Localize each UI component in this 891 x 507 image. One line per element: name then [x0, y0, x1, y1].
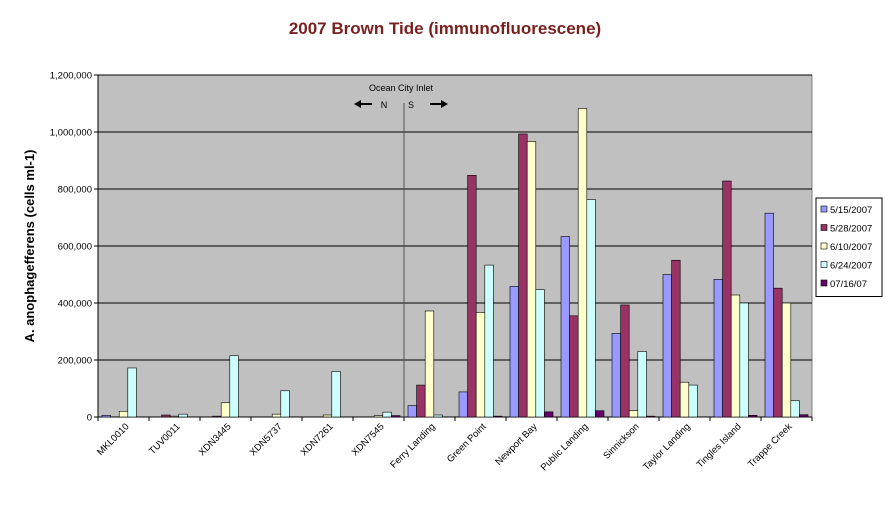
bar [467, 175, 477, 418]
y-tick-label: 600,000 [58, 242, 92, 253]
legend-swatch [820, 224, 828, 231]
category-label: Sinnickson [601, 421, 641, 461]
legend-swatch [820, 279, 828, 287]
bar [544, 411, 554, 418]
category-label: XDN7545 [350, 421, 387, 458]
bar [586, 199, 596, 418]
bar [671, 259, 681, 418]
legend-swatch [820, 242, 828, 250]
bar [220, 402, 231, 418]
bar [773, 287, 783, 418]
bar [280, 390, 290, 418]
bar [637, 351, 647, 418]
north-arrowhead-icon [354, 100, 361, 108]
north-label: N [381, 100, 388, 110]
bar [722, 180, 732, 418]
bar [577, 108, 588, 418]
south-label: S [408, 100, 414, 110]
bar [688, 384, 698, 418]
legend-label: 5/28/2007 [830, 224, 872, 235]
bar [518, 133, 528, 418]
legend: 5/15/2007 5/28/2007 6/10/2007 6/24/2007 07/1… [815, 197, 883, 297]
bar [620, 304, 630, 418]
bar [416, 384, 426, 418]
bar [433, 414, 443, 418]
bar [331, 371, 341, 418]
category-label: MKL0010 [95, 421, 132, 458]
bar [271, 413, 282, 418]
bar [424, 310, 435, 418]
category-label: Tingles Island [695, 421, 744, 470]
y-tick-label: 200,000 [58, 356, 92, 367]
legend-label: 6/10/2007 [830, 242, 872, 253]
bar [373, 415, 384, 418]
bar [662, 274, 672, 418]
bar [535, 289, 545, 418]
bar [790, 400, 800, 418]
bar [713, 279, 723, 418]
bar [212, 415, 222, 418]
category-label: Trappe Creek [746, 421, 795, 470]
bar [407, 405, 417, 418]
category-label: XDN3445 [197, 421, 234, 458]
bar [739, 302, 749, 418]
bar [526, 141, 537, 418]
bar [748, 414, 758, 418]
bar [484, 264, 494, 418]
south-arrowhead-icon [441, 100, 448, 108]
inlet-label: Ocean City Inlet [369, 83, 434, 93]
bar [118, 410, 129, 418]
category-label: XDN7261 [299, 421, 336, 458]
bar [475, 312, 486, 418]
y-tick-label: 800,000 [58, 185, 92, 196]
bar [646, 415, 656, 418]
bar [493, 415, 503, 418]
y-tick-label: 400,000 [58, 299, 92, 310]
legend-swatch [820, 261, 828, 268]
legend-label: 07/16/07 [830, 279, 867, 290]
y-axis-label: A. anophagefferens (cells ml-1) [22, 150, 37, 343]
bar [127, 367, 137, 418]
category-label: Newport Bay [493, 421, 539, 467]
bar [382, 411, 392, 418]
bar [628, 410, 639, 418]
bar [169, 415, 180, 418]
legend-swatch [820, 205, 828, 213]
bar [595, 410, 605, 418]
category-label: Ferry Landing [388, 421, 437, 470]
bar [569, 315, 579, 418]
bar [764, 212, 774, 418]
bar [229, 355, 239, 418]
bar [322, 414, 333, 418]
category-label: TUV0011 [147, 421, 183, 457]
bar [560, 236, 570, 418]
y-tick-label: 1,000,000 [50, 128, 92, 139]
category-label: Green Point [445, 421, 489, 465]
category-label: Taylor Landing [641, 421, 692, 472]
bar [101, 414, 111, 418]
legend-label: 6/24/2007 [830, 261, 872, 272]
bar [161, 414, 171, 418]
bar [799, 414, 809, 418]
bar [509, 286, 519, 418]
bar [730, 294, 741, 418]
inlet-annotation: Ocean City Inlet N S [354, 83, 448, 110]
chart-title: 2007 Brown Tide (immunofluorescene) [289, 19, 601, 38]
category-label: Public Landing [539, 421, 591, 473]
bar [458, 391, 468, 418]
bar [178, 413, 188, 418]
bar [679, 381, 690, 418]
bar [391, 415, 401, 418]
legend-label: 5/15/2007 [830, 205, 872, 216]
bar [611, 333, 621, 418]
y-tick-label: 0 [87, 413, 92, 424]
bar [781, 302, 792, 418]
y-tick-label: 1,200,000 [50, 71, 92, 82]
plot-area: 0 200,000 400,000 600,000 800,000 1,000,000 1,… [50, 71, 813, 473]
category-label: XDN5737 [248, 421, 285, 458]
